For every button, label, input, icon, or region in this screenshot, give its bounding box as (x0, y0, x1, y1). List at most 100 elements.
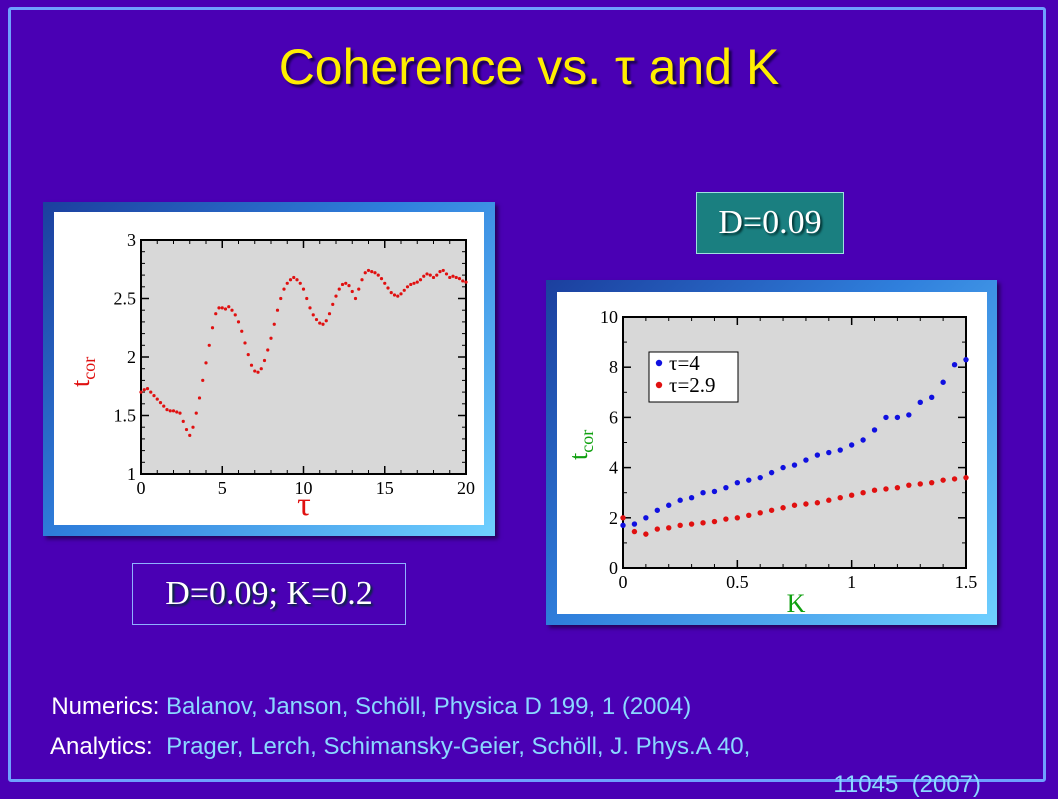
data-point-series-1 (620, 522, 626, 529)
data-point-series-2 (768, 507, 775, 513)
left-parameter-badge: D=0.09; K=0.2 (132, 563, 406, 625)
data-point-series-1 (454, 275, 458, 280)
data-point-series-1 (227, 305, 231, 309)
data-point-series-1 (441, 268, 445, 273)
data-point-series-1 (415, 280, 419, 284)
data-point-series-1 (178, 411, 182, 415)
data-point-series-2 (711, 518, 718, 525)
data-point-series-1 (700, 490, 706, 496)
data-point-series-2 (654, 526, 660, 532)
data-point-series-2 (837, 495, 843, 501)
numerics-reference: Numerics: Balanov, Janson, Schöll, Physi… (38, 665, 691, 721)
data-point-series-2 (871, 487, 878, 493)
y-axis-label-subscript: cor (577, 430, 597, 453)
data-point-series-1 (422, 274, 426, 278)
data-point-series-2 (723, 516, 729, 522)
data-point-series-2 (677, 522, 683, 529)
data-point-series-1 (940, 379, 946, 385)
data-point-series-1 (951, 361, 958, 368)
x-tick-label: 0 (137, 478, 146, 498)
y-tick-label: 10 (600, 307, 618, 327)
data-point-series-1 (654, 507, 660, 513)
data-point-series-1 (860, 437, 866, 443)
data-point-series-1 (292, 275, 296, 280)
data-point-series-2 (814, 500, 821, 506)
data-point-series-1 (337, 287, 341, 291)
data-point-series-2 (700, 520, 706, 526)
data-point-series-1 (431, 275, 436, 280)
data-point-series-1 (175, 410, 179, 414)
data-point-series-1 (451, 274, 455, 278)
data-point-series-1 (768, 469, 775, 476)
data-point-series-1 (298, 281, 302, 285)
data-point-series-2 (894, 484, 901, 491)
data-point-series-1 (171, 409, 176, 413)
data-point-series-1 (191, 425, 195, 429)
data-point-series-1 (425, 272, 429, 276)
y-tick-label: 2.5 (114, 289, 137, 309)
x-tick-label: 0.5 (726, 572, 749, 592)
data-point-series-1 (256, 370, 260, 374)
data-point-series-1 (243, 341, 247, 345)
data-point-series-1 (233, 313, 237, 317)
data-point-series-1 (360, 278, 364, 282)
data-point-series-1 (418, 278, 423, 282)
analytics-reference: Analytics: Prager, Lerch, Schimansky-Gei… (38, 705, 750, 761)
data-point-series-1 (438, 269, 442, 274)
legend-label-series-2: τ=2.9 (669, 373, 716, 397)
data-point-series-1 (376, 273, 380, 277)
data-point-series-1 (386, 286, 390, 290)
data-point-series-1 (917, 399, 923, 406)
data-point-series-1 (269, 336, 273, 340)
data-point-series-1 (220, 306, 224, 310)
data-point-series-1 (139, 390, 143, 394)
data-point-series-2 (746, 512, 752, 518)
x-tick-label: 15 (376, 478, 394, 498)
data-point-series-1 (906, 412, 912, 418)
data-point-series-1 (373, 271, 377, 275)
data-point-series-2 (666, 525, 672, 531)
data-point-series-1 (435, 273, 439, 277)
analytics-citation: Prager, Lerch, Schimansky-Geier, Schöll,… (166, 733, 751, 760)
data-point-series-1 (331, 302, 335, 306)
y-axis-label-subscript: cor (79, 357, 99, 380)
data-point-series-1 (734, 479, 741, 486)
data-point-series-1 (142, 388, 146, 392)
slide-frame (8, 7, 1046, 782)
data-point-series-1 (340, 282, 345, 287)
y-tick-label: 4 (609, 458, 618, 478)
data-point-series-1 (826, 449, 832, 456)
data-point-series-1 (334, 294, 338, 298)
data-point-series-1 (288, 278, 293, 282)
data-point-series-1 (285, 281, 289, 285)
data-point-series-1 (279, 296, 283, 301)
y-axis-label: tcor (564, 430, 597, 460)
data-point-series-1 (149, 390, 153, 394)
data-point-series-1 (217, 306, 221, 310)
data-point-series-1 (155, 397, 159, 401)
data-point-series-1 (266, 348, 270, 352)
data-point-series-1 (314, 317, 319, 322)
data-point-series-1 (929, 394, 935, 401)
data-point-series-2 (963, 474, 969, 481)
data-point-series-1 (210, 326, 215, 330)
data-point-series-1 (184, 427, 189, 432)
data-point-series-1 (405, 285, 410, 289)
data-point-series-1 (158, 401, 163, 405)
y-tick-label: 0 (609, 558, 618, 578)
data-point-series-2 (917, 481, 923, 487)
data-point-series-1 (871, 427, 878, 433)
left-chart-panel: 0 5 10 15 20 1 1.5 2 2.5 3 τ tcor (43, 202, 495, 536)
data-point-series-2 (803, 501, 809, 507)
data-point-series-1 (308, 306, 312, 310)
y-axis-label: tcor (66, 357, 99, 387)
right-parameter-badge: D=0.09 (696, 192, 844, 254)
y-tick-label: 2 (127, 347, 136, 367)
y-tick-label: 3 (127, 230, 136, 250)
data-point-series-1 (327, 312, 332, 316)
data-point-series-1 (631, 521, 638, 527)
data-point-series-1 (324, 319, 328, 323)
x-tick-label: 1.5 (955, 572, 978, 592)
data-point-series-2 (826, 497, 832, 503)
data-point-series-1 (803, 457, 809, 463)
